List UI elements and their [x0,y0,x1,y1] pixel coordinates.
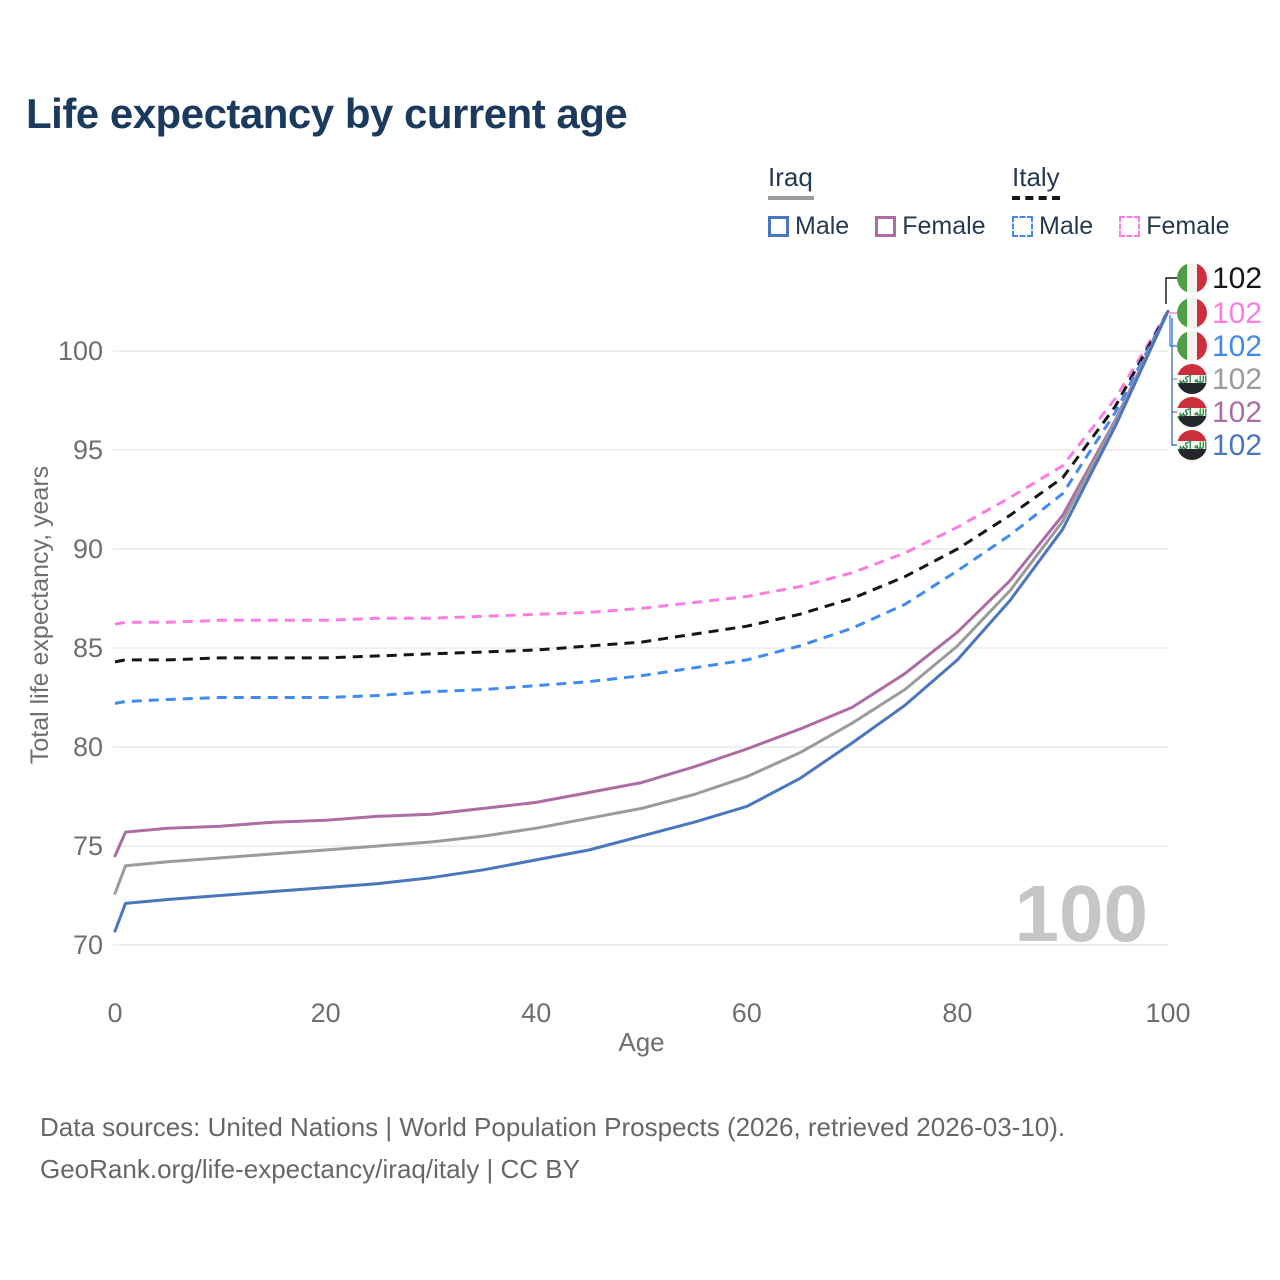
footer-source-link[interactable]: GeoRank.org/life-expectancy/iraq/italy |… [40,1154,580,1184]
end-label-connector [1169,315,1177,347]
iraq-female-swatch-icon [875,216,897,237]
y-tick-label: 100 [58,336,103,366]
page-title: Life expectancy by current age [26,90,628,137]
svg-text:الله أكبر: الله أكبر [1176,406,1207,419]
legend-item-label: Female [902,212,986,240]
x-tick-label: 60 [732,998,762,1028]
italy-flag-icon [1177,331,1207,361]
x-tick-label: 40 [521,998,551,1028]
iraq-flag-icon: الله أكبر [1176,430,1207,460]
y-tick-label: 95 [73,435,103,465]
y-tick-label: 90 [73,534,103,564]
series-line-iraq-total [113,309,1170,895]
legend-country-label-italy: Italy [1012,162,1060,192]
legend-item-label: Female [1146,212,1230,240]
legend-country-italy: Italy [1012,162,1230,200]
end-label-value: 102 [1212,297,1262,330]
end-label-value: 102 [1212,429,1262,462]
y-tick-label: 80 [73,732,103,762]
footer: Data sources: United Nations | World Pop… [40,1106,1065,1190]
y-tick-label: 70 [73,930,103,960]
italy-dashed-line-sample [1012,196,1060,200]
series-line-iraq-male [113,309,1170,933]
italy-male-swatch-icon [1012,216,1033,237]
legend-country-label-iraq: Iraq [768,162,813,192]
svg-text:الله أكبر: الله أكبر [1176,373,1207,386]
end-label-connector [1165,277,1177,304]
x-tick-label: 20 [311,998,341,1028]
end-label-connectors [1165,277,1177,446]
x-axis-title: Age [618,1027,664,1057]
footer-data-sources: Data sources: United Nations | World Pop… [40,1112,1066,1142]
iraq-flag-icon: الله أكبر [1176,397,1207,427]
series-line-iraq-female [113,309,1170,858]
x-tick-label: 0 [107,998,122,1028]
italy-flag-icon [1177,298,1207,328]
legend-item-iraq-female[interactable]: Female [875,212,986,241]
italy-female-swatch-icon [1119,216,1141,237]
series-line-italy-male [114,310,1170,705]
y-tick-label: 75 [73,831,103,861]
legend-country-iraq: Iraq [768,162,986,200]
end-label-value: 102 [1212,396,1262,429]
legend-group-iraq: Iraq Male Female [768,162,986,241]
end-label-connector [1171,318,1177,446]
legend-item-italy-female[interactable]: Female [1119,212,1230,241]
y-axis-title: Total life expectancy, years [26,466,54,764]
legend-item-italy-male[interactable]: Male [1012,212,1093,241]
legend-group-italy: Italy Male Female [1012,162,1230,241]
end-label-value: 102 [1212,330,1262,363]
series-line-italy-female [114,310,1170,626]
svg-text:الله أكبر: الله أكبر [1176,439,1207,452]
y-tick-label: 85 [73,633,103,663]
italy-flag-icon [1177,263,1207,293]
x-tick-label: 80 [942,998,972,1028]
end-label-value: 102 [1212,262,1262,295]
legend-item-iraq-male[interactable]: Male [768,212,849,241]
x-tick-label: 100 [1145,998,1190,1028]
series-line-italy-total [114,310,1170,664]
age-watermark: 100 [1015,869,1148,958]
series-lines [113,309,1170,933]
legend-item-label: Male [1039,212,1094,240]
iraq-male-swatch-icon [768,216,789,237]
iraq-solid-line-sample [768,196,814,200]
end-label-value: 102 [1212,363,1262,396]
axes: 70 75 80 85 90 95 100 0 20 40 60 80 100 Age Total life… [26,336,1191,1057]
iraq-flag-icon: الله أكبر [1176,364,1207,394]
legend-item-label: Male [795,212,850,240]
